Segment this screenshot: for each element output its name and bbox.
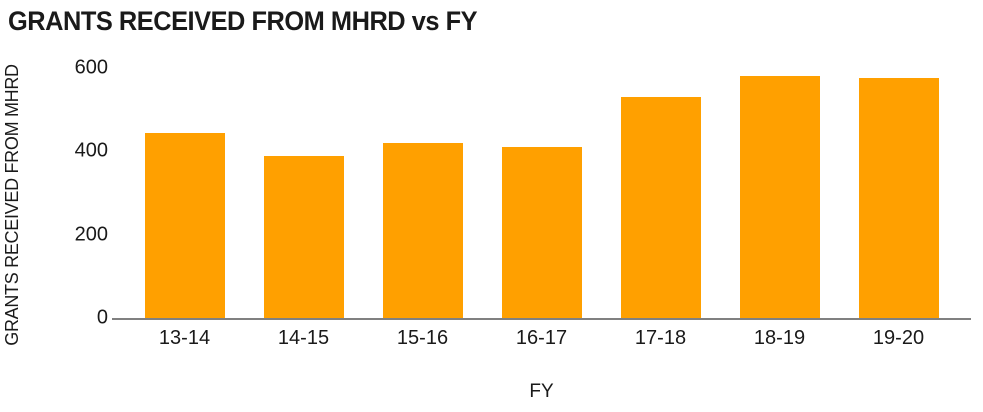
x-axis-title: FY xyxy=(529,381,554,402)
y-tick-label: 600 xyxy=(74,56,108,79)
bar-14-15 xyxy=(263,155,344,318)
x-tick-label: 17-18 xyxy=(634,327,687,349)
bar-18-19 xyxy=(739,76,820,318)
x-tick-label: 13-14 xyxy=(158,327,211,349)
bar-slot xyxy=(244,68,363,318)
x-labels-row: 13-14 14-15 15-16 16-17 17-18 18-19 19-20 xyxy=(112,327,971,350)
y-tick-label: 200 xyxy=(74,223,108,246)
bar-slot xyxy=(125,68,244,318)
bar-13-14 xyxy=(144,132,225,318)
bar-slot xyxy=(363,68,482,318)
bar-slot xyxy=(601,68,720,318)
bar-15-16 xyxy=(382,143,463,318)
y-axis-title: GRANTS RECEIVED FROM MHRD xyxy=(2,64,22,346)
x-tick-label: 15-16 xyxy=(396,327,449,349)
bar-slot xyxy=(839,68,958,318)
bar-19-20 xyxy=(858,78,939,318)
y-tick-label: 400 xyxy=(74,139,108,162)
bars-row xyxy=(112,68,971,318)
y-tick-label: 0 xyxy=(96,306,108,329)
x-axis-line xyxy=(112,318,971,320)
bar-17-18 xyxy=(620,97,701,318)
bar-16-17 xyxy=(501,147,582,318)
chart-title: GRANTS RECEIVED FROM MHRD vs FY xyxy=(8,6,478,36)
plot-area xyxy=(112,68,971,320)
bar-slot xyxy=(720,68,839,318)
x-tick-label: 16-17 xyxy=(515,327,568,349)
x-tick-label: 18-19 xyxy=(753,327,806,349)
bar-slot xyxy=(482,68,601,318)
x-tick-label: 19-20 xyxy=(872,327,925,349)
x-tick-label: 14-15 xyxy=(277,327,330,349)
